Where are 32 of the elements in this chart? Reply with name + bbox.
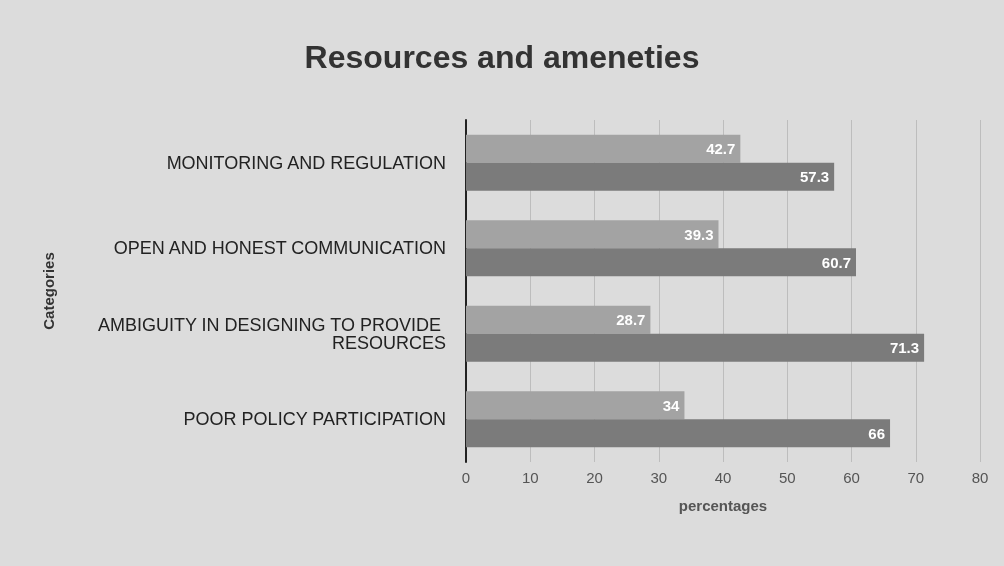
y-tick-label: POOR POLICY PARTICIPATION — [183, 409, 446, 430]
x-tick-label: 50 — [778, 469, 796, 486]
y-axis-title: Categories — [40, 252, 57, 330]
data-label: 71.3 — [889, 339, 920, 357]
x-tick-label: 30 — [650, 469, 668, 486]
x-tick-label: 10 — [521, 469, 539, 486]
bar — [466, 248, 856, 277]
data-label: 28.7 — [616, 311, 646, 329]
y-tick-label: OPEN AND HONEST COMMUNICATION — [113, 238, 446, 259]
chart-title: Resources and ameneties — [304, 39, 700, 75]
x-tick-label: 60 — [843, 469, 860, 486]
bar — [466, 419, 891, 448]
x-tick-label: 40 — [714, 469, 732, 486]
x-axis-title: percentages — [678, 497, 768, 514]
x-tick-label: 70 — [907, 469, 925, 486]
bar — [466, 391, 685, 420]
bar — [466, 162, 835, 191]
data-label: 39.3 — [684, 225, 714, 243]
x-tick-label: 20 — [586, 469, 603, 486]
y-tick-label: AMBIGUITY IN DESIGNING TO PROVIDE RESOURCES — [97, 314, 446, 353]
data-label: 57.3 — [799, 168, 830, 186]
bar — [466, 134, 741, 163]
bar — [466, 305, 651, 334]
x-tick-label: 0 — [461, 469, 471, 486]
data-label: 42.7 — [706, 140, 736, 158]
data-label: 66 — [868, 424, 886, 442]
data-label: 60.7 — [821, 253, 851, 271]
x-tick-label: 80 — [971, 469, 989, 486]
data-label: 34 — [662, 396, 681, 414]
y-tick-label: MONITORING AND REGULATION — [166, 152, 446, 173]
bar — [466, 333, 925, 362]
bar — [466, 220, 719, 249]
